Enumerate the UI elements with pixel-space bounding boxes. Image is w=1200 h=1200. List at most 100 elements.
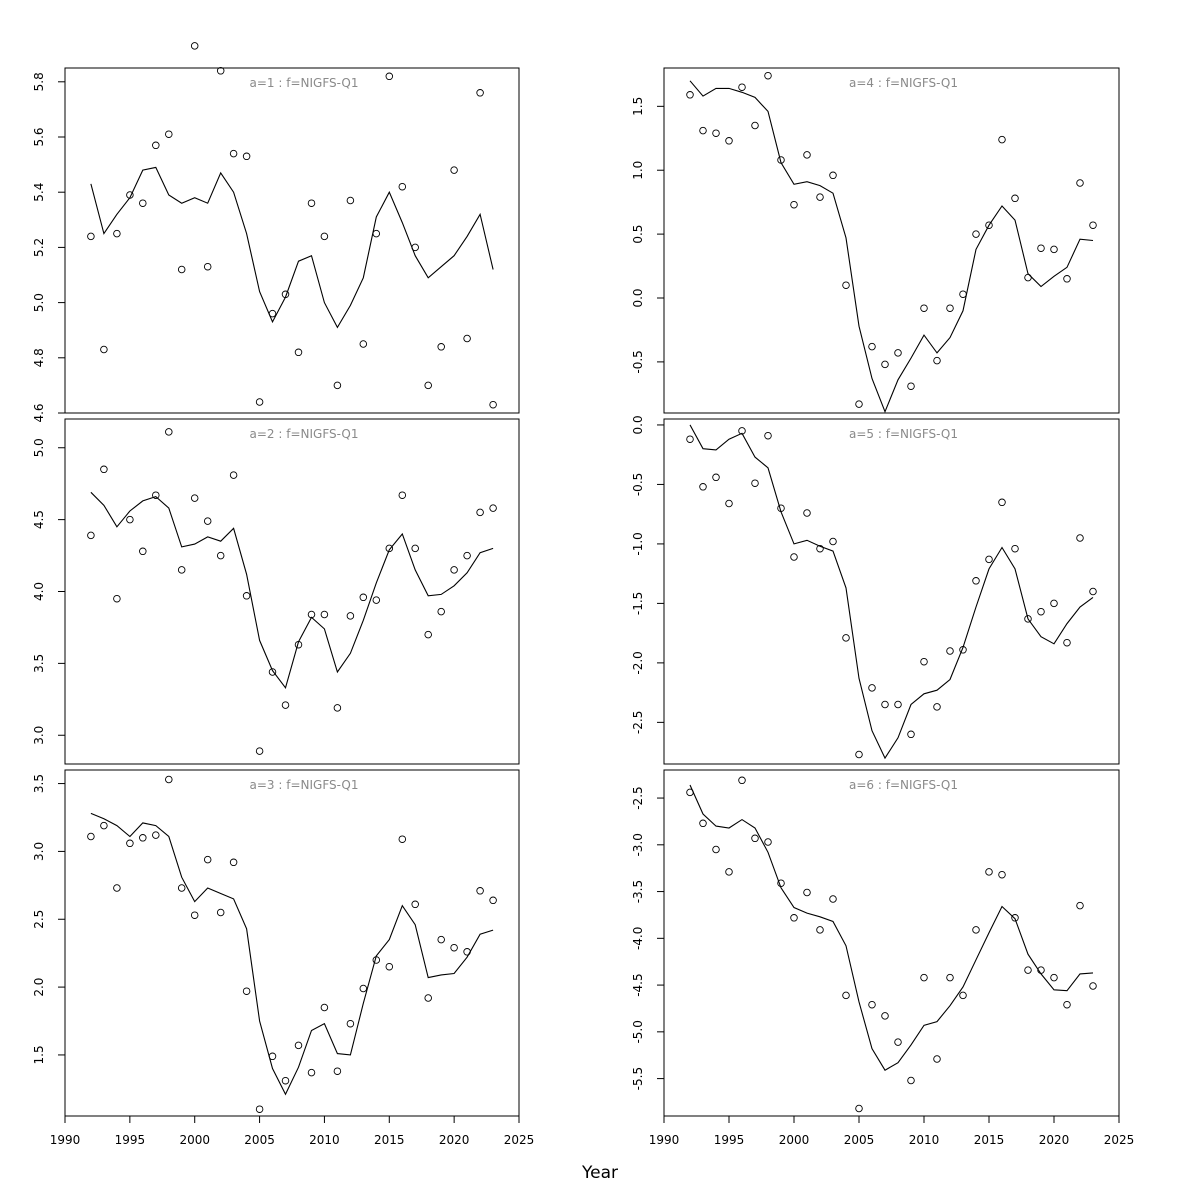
observed-point <box>790 914 798 922</box>
panel-title: a=4 : f=NIGFS-Q1 <box>849 76 958 90</box>
plot-frame <box>64 67 520 414</box>
observed-point <box>842 634 850 642</box>
observed-point <box>203 855 212 864</box>
observed-point <box>320 232 329 241</box>
observed-point <box>751 834 759 843</box>
y-tick-label: 3.0 <box>32 726 46 745</box>
y-tick-label: 0.0 <box>631 288 645 307</box>
observed-point <box>842 991 850 1000</box>
observed-point <box>725 868 733 876</box>
observed-point <box>307 1068 316 1077</box>
observed-point <box>489 504 497 512</box>
y-tick-label: 0.5 <box>631 225 645 244</box>
observed-point <box>881 360 889 369</box>
y-tick-label: -0.5 <box>631 473 645 496</box>
panel-3: a=3 : f=NIGFS-Q1 1.5 2.0 2.5 3.0 3.5 1990 1995 2… <box>32 769 535 1147</box>
observed-point <box>725 137 733 145</box>
x-tick-label: 2000 <box>779 1133 810 1147</box>
observed-point <box>907 1076 915 1085</box>
y-tick-label: 3.5 <box>32 774 46 793</box>
y-tick-label: -3.0 <box>631 833 645 856</box>
observed-point <box>346 1019 355 1028</box>
x-tick-label: 1995 <box>714 1133 745 1147</box>
y-tick-label: 0.0 <box>631 415 645 434</box>
observed-point <box>372 596 381 604</box>
observed-point <box>177 884 186 892</box>
observed-point <box>268 668 277 676</box>
x-axis-label: Year <box>581 1163 618 1183</box>
observed-point <box>894 1038 902 1046</box>
observed-point <box>450 943 458 952</box>
observed-point <box>985 868 993 876</box>
observed-point <box>100 465 108 474</box>
observed-point <box>87 832 95 841</box>
observed-point <box>855 750 863 759</box>
observed-point <box>1076 179 1084 187</box>
observed-point <box>385 72 394 81</box>
observed-point <box>803 509 811 517</box>
y-tick-label: 2.5 <box>32 910 46 929</box>
observed-point <box>165 775 173 784</box>
y-tick-label: -0.5 <box>631 350 645 373</box>
observed-point <box>855 400 863 408</box>
panel-title: a=6 : f=NIGFS-Q1 <box>849 778 958 792</box>
observed-point <box>450 166 458 174</box>
observed-point <box>764 431 772 440</box>
panel-1: a=1 : f=NIGFS-Q1 4.6 4.8 5.0 5.2 5.4 5.6 5.8 <box>32 42 520 423</box>
observed-point <box>907 730 915 739</box>
observed-point <box>216 908 225 917</box>
observed-point <box>424 630 432 639</box>
y-tick-label: -4.0 <box>631 927 645 950</box>
observed-point <box>1011 544 1019 553</box>
observed-point <box>894 700 902 709</box>
y-tick-label: 5.8 <box>32 72 46 91</box>
plot-frame <box>663 769 1120 1117</box>
observed-point <box>333 704 342 712</box>
observed-point <box>424 381 432 390</box>
observed-point <box>126 515 134 524</box>
observed-point <box>229 858 238 867</box>
observed-point <box>333 1067 342 1075</box>
observed-point <box>894 349 902 357</box>
fitted-line <box>90 491 494 690</box>
observed-point <box>738 776 746 785</box>
observed-point <box>920 657 928 666</box>
observed-point <box>398 835 407 843</box>
observed-point <box>920 304 928 312</box>
observed-point <box>190 911 199 919</box>
x-tick-label: 2025 <box>1104 1133 1135 1147</box>
observed-point <box>972 577 980 585</box>
observed-point <box>294 1041 303 1050</box>
observed-point <box>476 508 484 517</box>
observed-point <box>829 171 837 180</box>
plot-frame <box>64 418 520 765</box>
x-tick-label: 2025 <box>504 1133 535 1147</box>
panel-title: a=5 : f=NIGFS-Q1 <box>849 427 958 441</box>
observed-point <box>489 896 497 905</box>
y-tick-label: 5.0 <box>32 438 46 457</box>
observed-point <box>946 304 954 312</box>
observed-point <box>712 473 720 482</box>
observed-point <box>920 973 928 982</box>
observed-point <box>437 607 445 616</box>
observed-point <box>699 483 707 491</box>
y-tick-label: 4.0 <box>32 582 46 601</box>
observed-point <box>699 819 707 828</box>
panel-2: a=2 : f=NIGFS-Q1 3.0 3.5 4.0 4.5 5.0 <box>32 418 520 765</box>
panel-title: a=3 : f=NIGFS-Q1 <box>250 778 359 792</box>
observed-point <box>972 926 980 934</box>
observed-point <box>165 428 173 436</box>
observed-point <box>959 991 967 1000</box>
y-tick-label: -1.5 <box>631 592 645 615</box>
observed-point <box>333 381 342 390</box>
x-tick-label: 1990 <box>50 1133 81 1147</box>
observed-point <box>712 845 720 854</box>
plot-frame <box>64 769 520 1117</box>
y-tick-label: 3.0 <box>32 842 46 861</box>
observed-point <box>946 973 954 982</box>
observed-point <box>190 494 199 502</box>
x-tick-label: 2020 <box>439 1133 470 1147</box>
observed-point <box>686 91 694 99</box>
observed-point <box>1050 245 1058 254</box>
